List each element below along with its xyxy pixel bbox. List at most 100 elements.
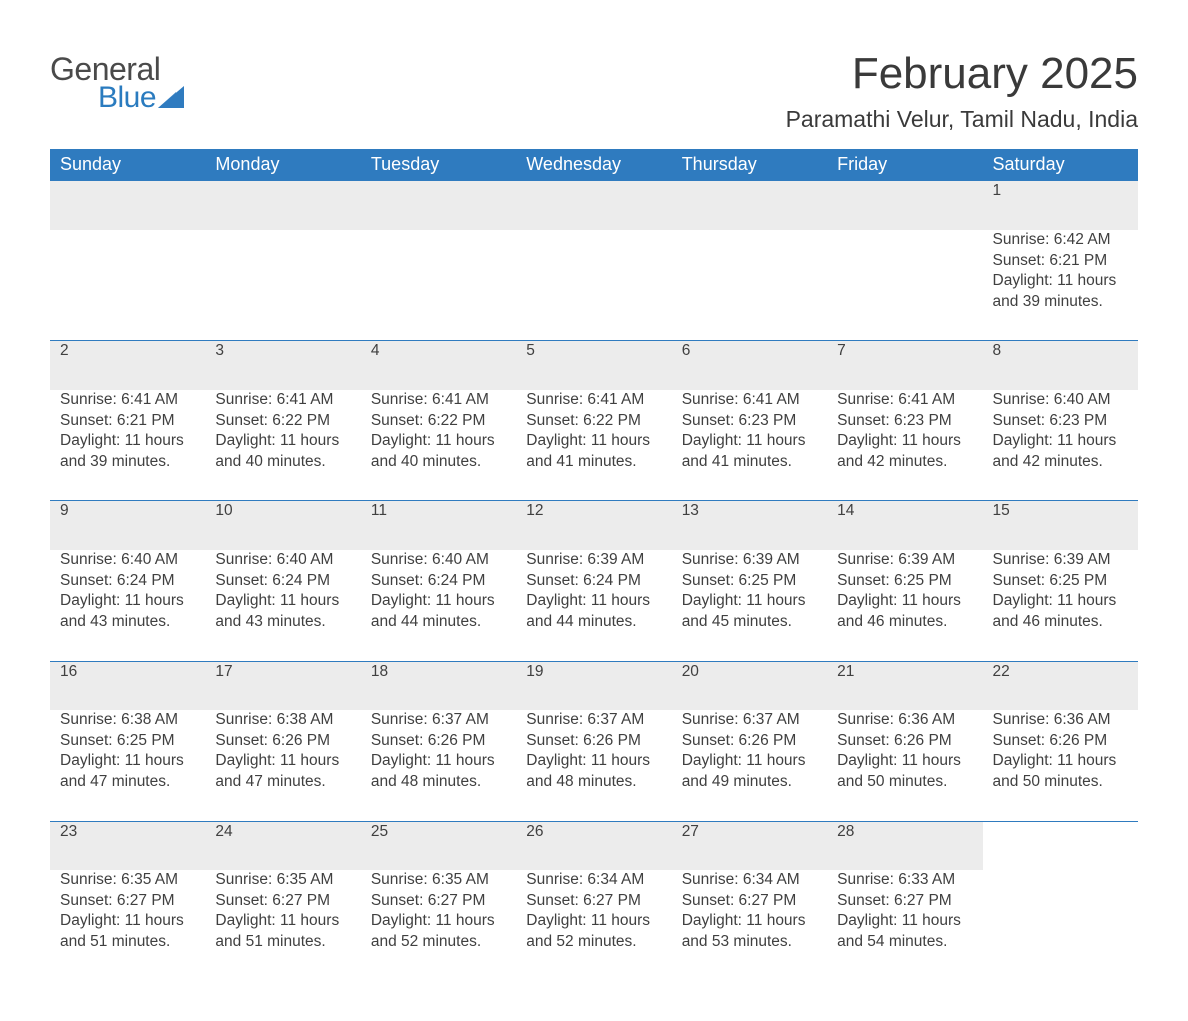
sunrise-text: Sunrise: 6:41 AM xyxy=(682,390,817,411)
title-block: February 2025 Paramathi Velur, Tamil Nad… xyxy=(786,50,1138,133)
sunrise-text: Sunrise: 6:35 AM xyxy=(60,870,195,891)
daylight-text: Daylight: 11 hours xyxy=(215,431,350,452)
sunrise-text: Sunrise: 6:41 AM xyxy=(837,390,972,411)
day-detail-cell xyxy=(827,230,982,341)
sunset-text: Sunset: 6:22 PM xyxy=(526,411,661,432)
daylight-text: Daylight: 11 hours xyxy=(60,431,195,452)
day-detail-cell: Sunrise: 6:35 AMSunset: 6:27 PMDaylight:… xyxy=(361,870,516,980)
day-detail-cell: Sunrise: 6:33 AMSunset: 6:27 PMDaylight:… xyxy=(827,870,982,980)
sunrise-text: Sunrise: 6:39 AM xyxy=(837,550,972,571)
day-detail-cell: Sunrise: 6:41 AMSunset: 6:21 PMDaylight:… xyxy=(50,390,205,501)
day-detail-cell: Sunrise: 6:41 AMSunset: 6:22 PMDaylight:… xyxy=(516,390,671,501)
sunset-text: Sunset: 6:26 PM xyxy=(526,731,661,752)
sunrise-text: Sunrise: 6:37 AM xyxy=(526,710,661,731)
daylight-text: Daylight: 11 hours xyxy=(371,591,506,612)
sunrise-text: Sunrise: 6:42 AM xyxy=(993,230,1128,251)
daylight-text-2: and 44 minutes. xyxy=(526,612,661,633)
sunset-text: Sunset: 6:27 PM xyxy=(371,891,506,912)
daylight-text-2: and 47 minutes. xyxy=(60,772,195,793)
day-number-row: 1 xyxy=(50,181,1138,230)
day-detail-cell: Sunrise: 6:38 AMSunset: 6:25 PMDaylight:… xyxy=(50,710,205,821)
day-number-row: 9101112131415 xyxy=(50,501,1138,550)
day-number-cell: 27 xyxy=(672,821,827,870)
calendar-page: General Blue February 2025 Paramathi Vel… xyxy=(0,0,1188,1021)
daylight-text: Daylight: 11 hours xyxy=(682,911,817,932)
daylight-text-2: and 43 minutes. xyxy=(215,612,350,633)
daylight-text-2: and 45 minutes. xyxy=(682,612,817,633)
sunrise-text: Sunrise: 6:41 AM xyxy=(60,390,195,411)
sunset-text: Sunset: 6:27 PM xyxy=(526,891,661,912)
daylight-text-2: and 47 minutes. xyxy=(215,772,350,793)
daylight-text-2: and 39 minutes. xyxy=(993,292,1128,313)
daylight-text: Daylight: 11 hours xyxy=(60,591,195,612)
sunset-text: Sunset: 6:26 PM xyxy=(993,731,1128,752)
sunrise-text: Sunrise: 6:40 AM xyxy=(993,390,1128,411)
day-number-cell xyxy=(205,181,360,230)
daylight-text: Daylight: 11 hours xyxy=(60,751,195,772)
day-detail-cell: Sunrise: 6:41 AMSunset: 6:22 PMDaylight:… xyxy=(361,390,516,501)
sunset-text: Sunset: 6:25 PM xyxy=(682,571,817,592)
day-detail-row: Sunrise: 6:38 AMSunset: 6:25 PMDaylight:… xyxy=(50,710,1138,821)
sunrise-text: Sunrise: 6:35 AM xyxy=(215,870,350,891)
day-number-row: 232425262728 xyxy=(50,821,1138,870)
sunset-text: Sunset: 6:26 PM xyxy=(837,731,972,752)
day-number-cell: 16 xyxy=(50,661,205,710)
day-number-cell xyxy=(50,181,205,230)
daylight-text-2: and 48 minutes. xyxy=(371,772,506,793)
sunrise-text: Sunrise: 6:34 AM xyxy=(526,870,661,891)
day-detail-cell: Sunrise: 6:34 AMSunset: 6:27 PMDaylight:… xyxy=(672,870,827,980)
daylight-text: Daylight: 11 hours xyxy=(993,271,1128,292)
daylight-text-2: and 46 minutes. xyxy=(993,612,1128,633)
daylight-text-2: and 40 minutes. xyxy=(215,452,350,473)
daylight-text: Daylight: 11 hours xyxy=(837,591,972,612)
day-number-cell: 11 xyxy=(361,501,516,550)
sunset-text: Sunset: 6:24 PM xyxy=(371,571,506,592)
weekday-header-row: Sunday Monday Tuesday Wednesday Thursday… xyxy=(50,149,1138,181)
day-detail-cell: Sunrise: 6:34 AMSunset: 6:27 PMDaylight:… xyxy=(516,870,671,980)
calendar-table: Sunday Monday Tuesday Wednesday Thursday… xyxy=(50,149,1138,980)
daylight-text-2: and 51 minutes. xyxy=(215,932,350,953)
sunset-text: Sunset: 6:26 PM xyxy=(682,731,817,752)
day-detail-cell: Sunrise: 6:40 AMSunset: 6:24 PMDaylight:… xyxy=(205,550,360,661)
sunset-text: Sunset: 6:27 PM xyxy=(215,891,350,912)
sunset-text: Sunset: 6:21 PM xyxy=(993,251,1128,272)
sunset-text: Sunset: 6:23 PM xyxy=(993,411,1128,432)
daylight-text-2: and 42 minutes. xyxy=(837,452,972,473)
daylight-text-2: and 52 minutes. xyxy=(371,932,506,953)
daylight-text-2: and 43 minutes. xyxy=(60,612,195,633)
day-number-cell: 22 xyxy=(983,661,1138,710)
day-number-cell: 2 xyxy=(50,341,205,390)
daylight-text-2: and 49 minutes. xyxy=(682,772,817,793)
day-number-cell: 19 xyxy=(516,661,671,710)
day-detail-cell: Sunrise: 6:39 AMSunset: 6:25 PMDaylight:… xyxy=(827,550,982,661)
day-number-row: 16171819202122 xyxy=(50,661,1138,710)
sunset-text: Sunset: 6:27 PM xyxy=(682,891,817,912)
day-number-cell: 14 xyxy=(827,501,982,550)
day-detail-cell: Sunrise: 6:39 AMSunset: 6:25 PMDaylight:… xyxy=(983,550,1138,661)
month-title: February 2025 xyxy=(786,50,1138,98)
day-number-cell: 3 xyxy=(205,341,360,390)
sunset-text: Sunset: 6:25 PM xyxy=(993,571,1128,592)
day-number-cell: 6 xyxy=(672,341,827,390)
day-detail-cell: Sunrise: 6:40 AMSunset: 6:24 PMDaylight:… xyxy=(50,550,205,661)
location-subtitle: Paramathi Velur, Tamil Nadu, India xyxy=(786,106,1138,133)
sunrise-text: Sunrise: 6:40 AM xyxy=(371,550,506,571)
day-detail-cell: Sunrise: 6:39 AMSunset: 6:25 PMDaylight:… xyxy=(672,550,827,661)
sunset-text: Sunset: 6:22 PM xyxy=(371,411,506,432)
daylight-text-2: and 44 minutes. xyxy=(371,612,506,633)
sunset-text: Sunset: 6:27 PM xyxy=(837,891,972,912)
day-detail-cell: Sunrise: 6:37 AMSunset: 6:26 PMDaylight:… xyxy=(361,710,516,821)
weekday-header: Friday xyxy=(827,149,982,181)
day-number-cell: 10 xyxy=(205,501,360,550)
daylight-text: Daylight: 11 hours xyxy=(837,911,972,932)
daylight-text-2: and 42 minutes. xyxy=(993,452,1128,473)
sunrise-text: Sunrise: 6:41 AM xyxy=(215,390,350,411)
day-detail-cell xyxy=(516,230,671,341)
day-number-cell: 4 xyxy=(361,341,516,390)
day-detail-row: Sunrise: 6:35 AMSunset: 6:27 PMDaylight:… xyxy=(50,870,1138,980)
daylight-text-2: and 54 minutes. xyxy=(837,932,972,953)
sunrise-text: Sunrise: 6:40 AM xyxy=(215,550,350,571)
day-number-cell xyxy=(516,181,671,230)
daylight-text: Daylight: 11 hours xyxy=(526,591,661,612)
daylight-text-2: and 39 minutes. xyxy=(60,452,195,473)
